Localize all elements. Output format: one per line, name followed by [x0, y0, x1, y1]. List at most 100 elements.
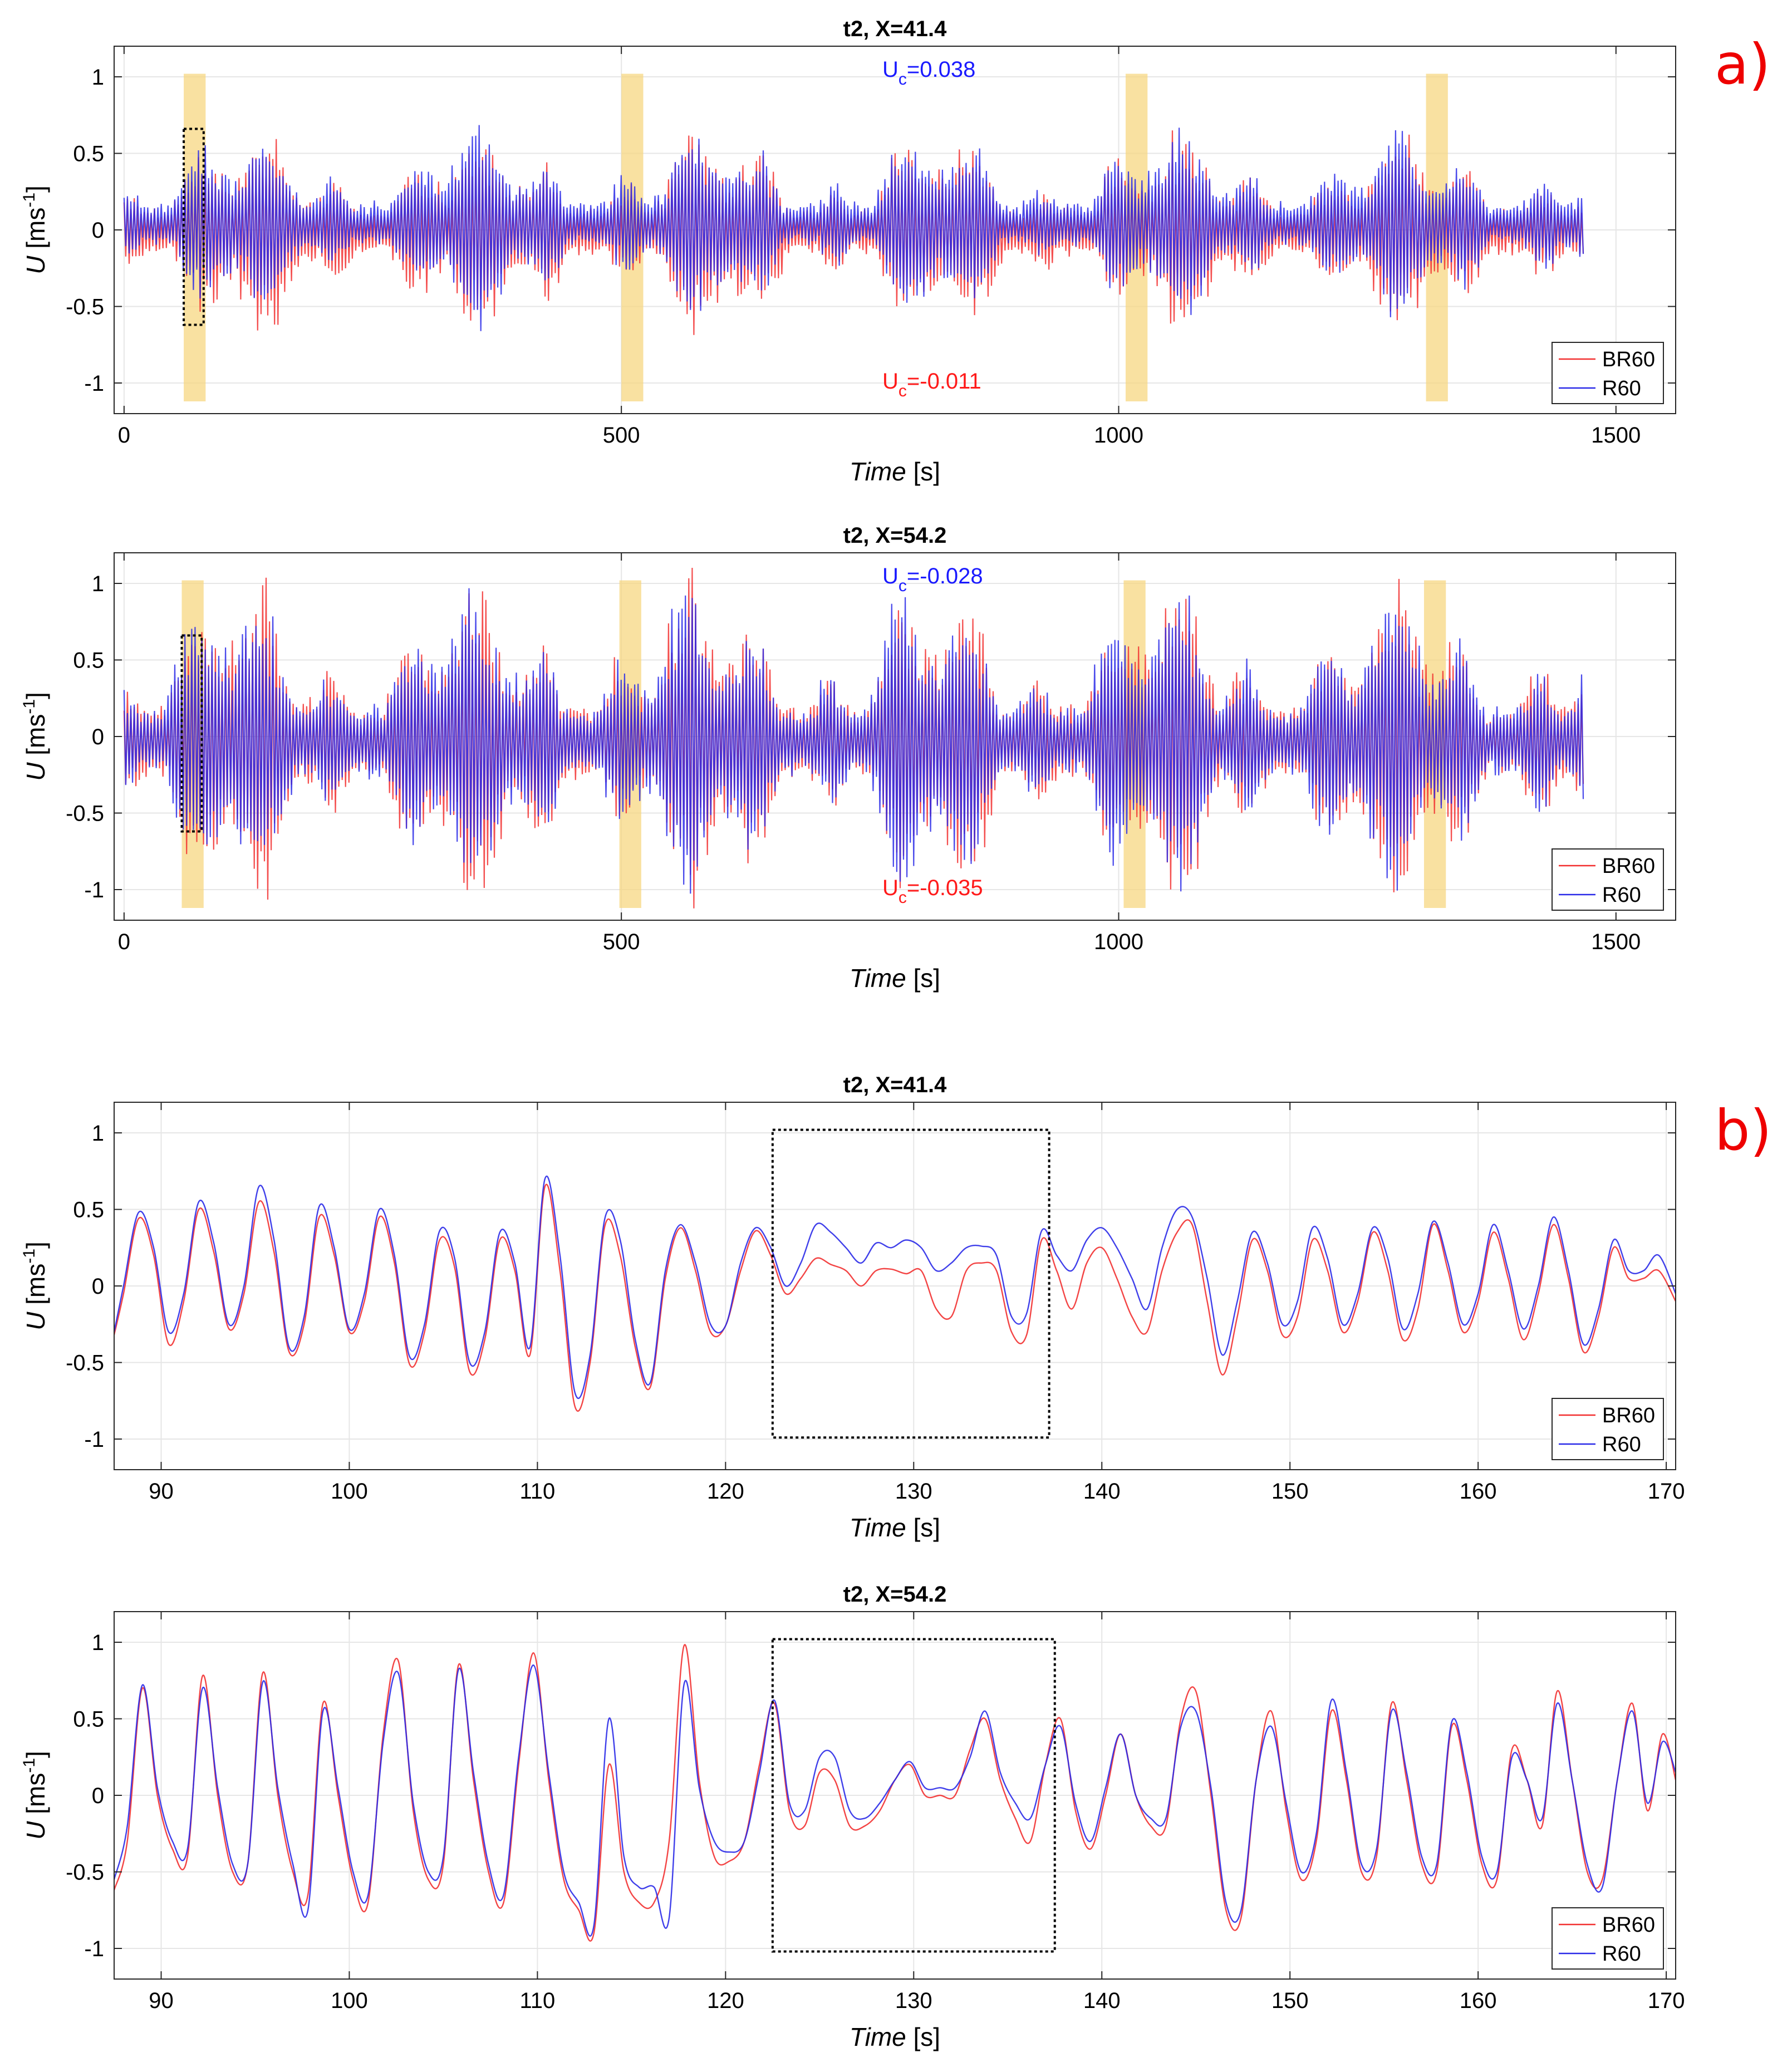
y-axis-label: U [ms-1]	[20, 692, 50, 781]
x-tick-label: 90	[149, 1479, 174, 1504]
legend: BR60 R60	[1552, 1907, 1664, 1970]
series-line-r60	[123, 125, 1584, 331]
x-axis-label: Time [s]	[850, 964, 940, 993]
y-axis-label-exponent: -1	[20, 1249, 38, 1264]
y-tick-label: 0	[92, 1274, 104, 1299]
x-axis-label-name: Time	[850, 457, 906, 486]
y-tick-label: -1	[84, 1427, 104, 1452]
y-axis-label: U [ms-1]	[20, 1751, 50, 1840]
legend-label-br60: BR60	[1602, 1913, 1655, 1937]
uc-annotation-br60: Uc=-0.011	[882, 369, 981, 400]
chart-title: t2, X=54.2	[843, 1582, 947, 1607]
axes-1: 0 500 1000 1500 1 0.5 0 -0.5 -1 t2, X=41.4 Time [s…	[20, 17, 1676, 486]
y-axis-label: U [ms-1]	[20, 185, 50, 274]
x-tick-label: 1500	[1591, 930, 1641, 954]
x-tick-label: 160	[1460, 1989, 1497, 2013]
y-tick-label: -0.5	[66, 295, 104, 320]
y-tick-label: 1	[92, 65, 104, 90]
uc-subscript: c	[899, 382, 907, 400]
y-axis-label-exponent: -1	[20, 1758, 38, 1773]
y-axis-label-unit: [ms	[21, 1773, 50, 1821]
zoom-box	[183, 127, 205, 326]
legend-box	[1552, 1907, 1664, 1970]
y-axis-label-exponent: -1	[20, 193, 38, 208]
x-tick-label: 170	[1648, 1479, 1685, 1504]
x-tick-label: 0	[118, 930, 130, 954]
series-line-br60	[114, 1184, 1676, 1412]
x-tick-label: 120	[707, 1479, 744, 1504]
y-axis-label-unit: [ms	[21, 1264, 50, 1312]
uc-value: =-0.028	[907, 564, 983, 588]
legend-label-r60: R60	[1602, 1942, 1641, 1966]
y-axis-label-close: ]	[21, 692, 50, 699]
x-axis-label-name: Time	[850, 1513, 906, 1542]
y-tick-label: 0.5	[73, 649, 104, 673]
x-tick-label: 170	[1648, 1989, 1685, 2013]
legend-label-r60: R60	[1602, 883, 1641, 907]
y-tick-label: 0	[92, 725, 104, 749]
y-tick-label: 1	[92, 572, 104, 596]
x-tick-label: 1000	[1094, 423, 1143, 448]
series-line-r60	[114, 1665, 1676, 1937]
uc-annotation-r60: Uc=-0.028	[882, 564, 983, 595]
x-axis-label-unit: [s]	[906, 964, 940, 993]
legend-label-br60: BR60	[1602, 348, 1655, 371]
x-tick-label: 130	[895, 1989, 932, 2013]
zoom-box	[180, 634, 203, 833]
legend-label-r60: R60	[1602, 377, 1641, 400]
legend: BR60 R60	[1552, 848, 1664, 911]
y-axis-label-name: U	[21, 762, 50, 781]
y-axis-label-unit: [ms	[21, 714, 50, 763]
x-tick-label: 140	[1083, 1479, 1121, 1504]
uc-subscript: c	[899, 577, 907, 595]
x-axis-label: Time [s]	[850, 1513, 940, 1542]
x-tick-label: 160	[1460, 1479, 1497, 1504]
panel-label-b: b)	[1715, 1098, 1772, 1163]
x-tick-label: 500	[603, 423, 640, 448]
x-tick-label: 150	[1271, 1989, 1309, 2013]
x-tick-label: 110	[520, 1989, 556, 2013]
y-tick-label: 0	[92, 218, 104, 243]
uc-value: =-0.011	[907, 369, 981, 394]
chart-title: t2, X=54.2	[843, 523, 947, 548]
x-tick-label: 500	[603, 930, 640, 954]
x-axis-label-name: Time	[850, 2022, 906, 2051]
uc-symbol: U	[882, 57, 899, 82]
y-axis-label-name: U	[21, 1821, 50, 1840]
y-tick-label: -1	[84, 371, 104, 396]
x-axis-label-unit: [s]	[906, 1513, 940, 1542]
legend: BR60 R60	[1552, 1398, 1664, 1460]
uc-symbol: U	[882, 369, 899, 394]
zoom-box	[771, 1128, 1050, 1439]
y-axis-label-close: ]	[21, 1751, 50, 1758]
y-axis-label: U [ms-1]	[20, 1241, 50, 1330]
legend-box	[1552, 848, 1664, 911]
uc-annotation-r60: Uc=0.038	[882, 57, 975, 89]
y-tick-label: 0.5	[73, 1198, 104, 1222]
panel-label-a: a)	[1715, 32, 1770, 97]
uc-value: =0.038	[907, 57, 975, 82]
y-tick-label: -0.5	[66, 1351, 104, 1376]
y-tick-label: -1	[84, 878, 104, 902]
x-tick-label: 140	[1083, 1989, 1121, 2013]
x-axis-label-name: Time	[850, 964, 906, 993]
x-axis-label: Time [s]	[850, 457, 940, 486]
legend-box	[1552, 1398, 1664, 1460]
uc-annotation-br60: Uc=-0.035	[882, 876, 983, 907]
axes-2: 0 500 1000 1500 1 0.5 0 -0.5 -1 t2, X=54.2 Time [s…	[20, 523, 1676, 993]
chart-title: t2, X=41.4	[843, 17, 947, 41]
zoom-box	[771, 1638, 1056, 1953]
legend-label-r60: R60	[1602, 1433, 1641, 1456]
uc-value: =-0.035	[907, 876, 983, 900]
series-line-r60	[123, 588, 1584, 894]
x-tick-label: 1000	[1094, 930, 1143, 954]
x-tick-label: 100	[331, 1479, 368, 1504]
y-axis-label-unit: [ms	[21, 208, 50, 256]
y-tick-label: 1	[92, 1121, 104, 1146]
x-tick-label: 0	[118, 423, 130, 448]
legend: BR60 R60	[1552, 342, 1664, 404]
y-axis-label-name: U	[21, 1312, 50, 1330]
x-tick-label: 130	[895, 1479, 932, 1504]
y-tick-label: 0.5	[73, 142, 104, 166]
